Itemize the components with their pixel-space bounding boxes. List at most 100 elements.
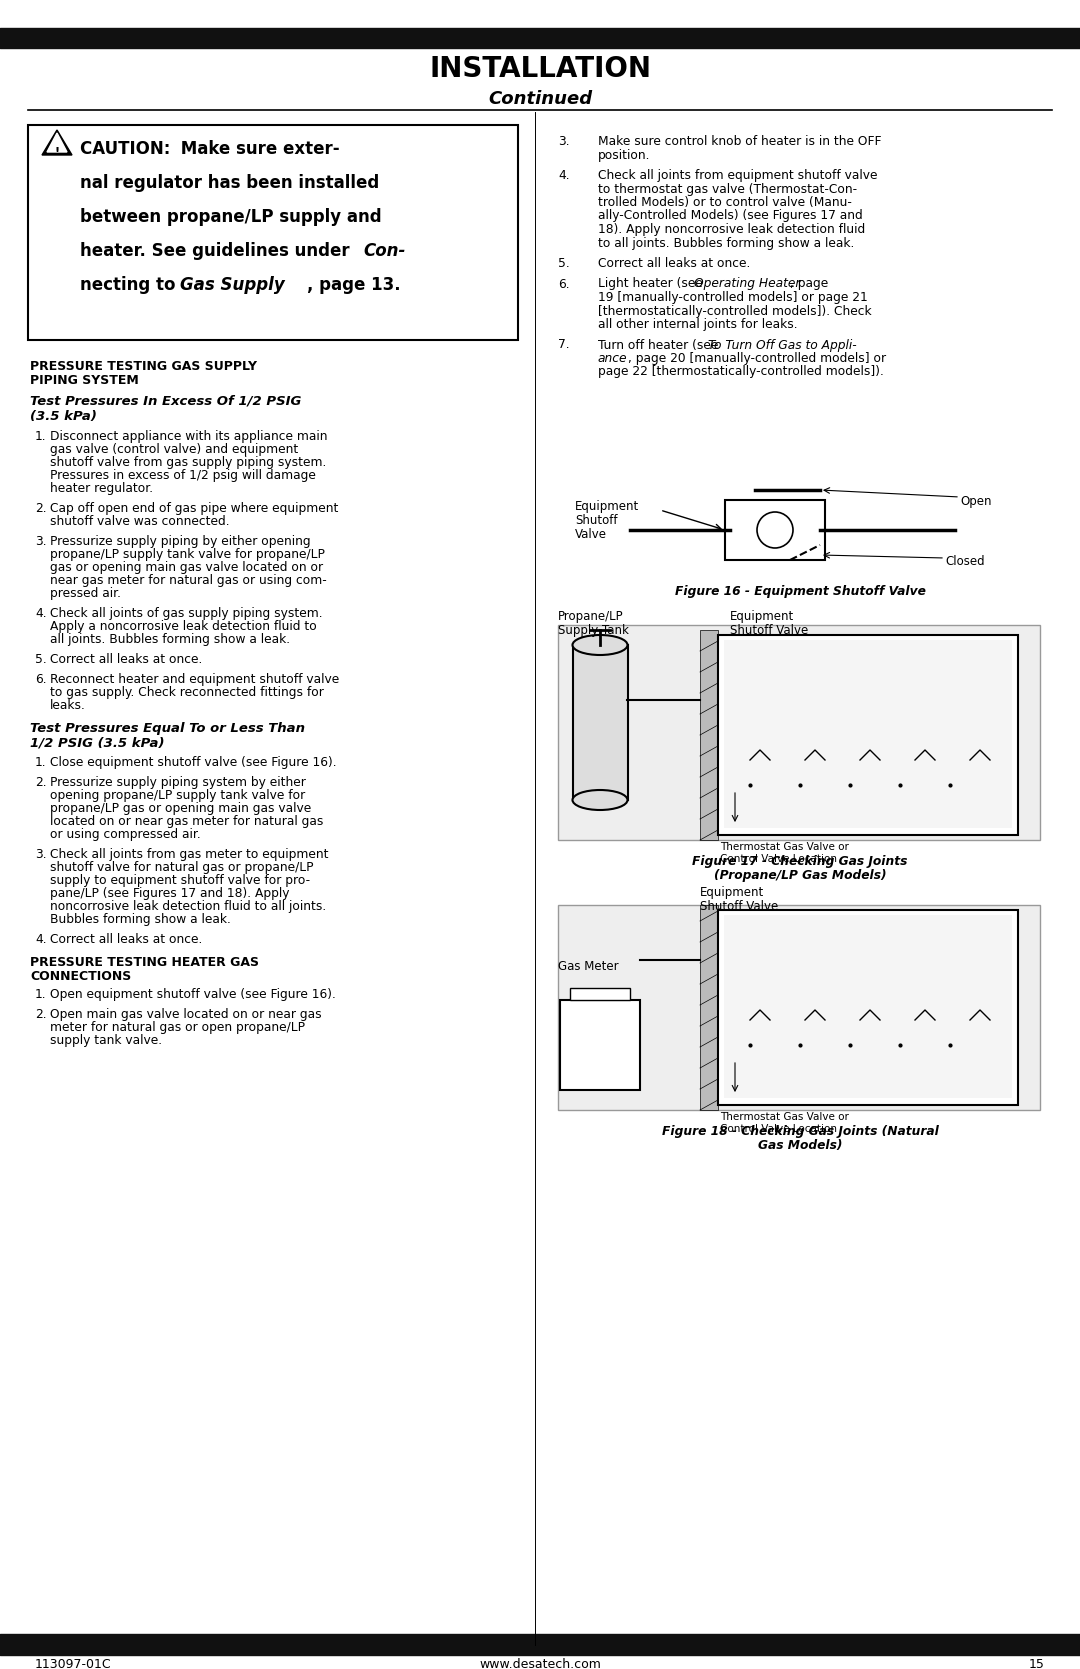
Text: Bubbles forming show a leak.: Bubbles forming show a leak.: [50, 913, 231, 926]
Text: necting to: necting to: [80, 275, 181, 294]
Text: 4.: 4.: [35, 933, 46, 946]
Text: Check all joints of gas supply piping system.: Check all joints of gas supply piping sy…: [50, 608, 323, 619]
Text: between propane/LP supply and: between propane/LP supply and: [80, 209, 381, 225]
Ellipse shape: [572, 634, 627, 654]
Text: Con-: Con-: [363, 242, 405, 260]
Text: 5.: 5.: [35, 653, 46, 666]
Text: Correct all leaks at once.: Correct all leaks at once.: [50, 933, 202, 946]
Text: located on or near gas meter for natural gas: located on or near gas meter for natural…: [50, 814, 323, 828]
Text: propane/LP gas or opening main gas valve: propane/LP gas or opening main gas valve: [50, 803, 311, 814]
Text: Thermostat Gas Valve or: Thermostat Gas Valve or: [720, 1112, 849, 1122]
Text: Gas Models): Gas Models): [758, 1138, 842, 1152]
Text: noncorrosive leak detection fluid to all joints.: noncorrosive leak detection fluid to all…: [50, 900, 326, 913]
Text: 3.: 3.: [35, 536, 46, 547]
Text: Figure 18 - Checking Gas Joints (Natural: Figure 18 - Checking Gas Joints (Natural: [662, 1125, 939, 1138]
Text: propane/LP supply tank valve for propane/LP: propane/LP supply tank valve for propane…: [50, 547, 325, 561]
Text: to gas supply. Check reconnected fittings for: to gas supply. Check reconnected fitting…: [50, 686, 324, 699]
Text: 2.: 2.: [35, 502, 46, 516]
Text: 1.: 1.: [35, 988, 46, 1001]
Text: Disconnect appliance with its appliance main: Disconnect appliance with its appliance …: [50, 431, 327, 442]
Text: ance: ance: [598, 352, 627, 366]
Text: Equipment: Equipment: [730, 609, 794, 623]
Text: ally-Controlled Models) (see Figures 17 and: ally-Controlled Models) (see Figures 17 …: [598, 210, 863, 222]
Text: shutoff valve from gas supply piping system.: shutoff valve from gas supply piping sys…: [50, 456, 326, 469]
Text: near gas meter for natural gas or using com-: near gas meter for natural gas or using …: [50, 574, 327, 587]
Text: shutoff valve was connected.: shutoff valve was connected.: [50, 516, 230, 527]
Circle shape: [757, 512, 793, 547]
Text: Make sure control knob of heater is in the OFF: Make sure control knob of heater is in t…: [598, 135, 881, 149]
Text: Supply Tank: Supply Tank: [558, 624, 629, 638]
Text: [thermostatically-controlled models]). Check: [thermostatically-controlled models]). C…: [598, 304, 872, 317]
Text: 15: 15: [1029, 1657, 1045, 1669]
Text: , page: , page: [789, 277, 828, 290]
Bar: [558, 624, 1040, 840]
Text: Cap off open end of gas pipe where equipment: Cap off open end of gas pipe where equip…: [50, 502, 338, 516]
Bar: [725, 501, 825, 561]
Text: nal regulator has been installed: nal regulator has been installed: [80, 174, 379, 192]
Text: pane/LP (see Figures 17 and 18). Apply: pane/LP (see Figures 17 and 18). Apply: [50, 886, 289, 900]
Bar: [718, 634, 1018, 834]
Text: Test Pressures In Excess Of 1/2 PSIG: Test Pressures In Excess Of 1/2 PSIG: [30, 394, 301, 407]
Text: www.desatech.com: www.desatech.com: [480, 1657, 600, 1669]
Text: 5.: 5.: [558, 257, 570, 270]
Text: Equipment: Equipment: [700, 886, 765, 900]
Text: gas valve (control valve) and equipment: gas valve (control valve) and equipment: [50, 442, 298, 456]
Text: Figure 16 - Equipment Shutoff Valve: Figure 16 - Equipment Shutoff Valve: [675, 586, 926, 598]
Text: Open: Open: [960, 496, 991, 507]
Text: 2.: 2.: [35, 1008, 46, 1021]
Text: Control Valve Location: Control Valve Location: [720, 855, 837, 865]
Text: 3.: 3.: [35, 848, 46, 861]
Text: page 22 [thermostatically-controlled models]).: page 22 [thermostatically-controlled mod…: [598, 366, 883, 379]
Bar: [700, 905, 718, 1110]
Text: shutoff valve for natural gas or propane/LP: shutoff valve for natural gas or propane…: [50, 861, 313, 875]
Text: , page 20 [manually-controlled models] or: , page 20 [manually-controlled models] o…: [627, 352, 886, 366]
Text: or using compressed air.: or using compressed air.: [50, 828, 201, 841]
Bar: [718, 910, 1018, 1105]
Text: Figure 17 - Checking Gas Joints: Figure 17 - Checking Gas Joints: [692, 855, 907, 868]
Text: 113097-01C: 113097-01C: [35, 1657, 111, 1669]
Bar: [724, 639, 1012, 828]
Text: Apply a noncorrosive leak detection fluid to: Apply a noncorrosive leak detection flui…: [50, 619, 316, 633]
Text: Make sure exter-: Make sure exter-: [175, 140, 339, 159]
Bar: [558, 905, 1040, 1110]
Text: Continued: Continued: [488, 90, 592, 108]
Bar: [724, 915, 1012, 1098]
Text: Correct all leaks at once.: Correct all leaks at once.: [50, 653, 202, 666]
Text: PIPING SYSTEM: PIPING SYSTEM: [30, 374, 138, 387]
Text: Close equipment shutoff valve (see Figure 16).: Close equipment shutoff valve (see Figur…: [50, 756, 337, 769]
Text: supply to equipment shutoff valve for pro-: supply to equipment shutoff valve for pr…: [50, 875, 310, 886]
Text: To Turn Off Gas to Appli-: To Turn Off Gas to Appli-: [708, 339, 856, 352]
Text: heater. See guidelines under: heater. See guidelines under: [80, 242, 355, 260]
Text: to all joints. Bubbles forming show a leak.: to all joints. Bubbles forming show a le…: [598, 237, 854, 249]
Text: Pressurize supply piping system by either: Pressurize supply piping system by eithe…: [50, 776, 306, 789]
Text: Gas Meter: Gas Meter: [558, 960, 619, 973]
Text: 6.: 6.: [35, 673, 46, 686]
Polygon shape: [42, 130, 72, 155]
Bar: [561, 1000, 640, 1090]
Text: 7.: 7.: [558, 339, 569, 352]
Text: Reconnect heater and equipment shutoff valve: Reconnect heater and equipment shutoff v…: [50, 673, 339, 686]
Text: all other internal joints for leaks.: all other internal joints for leaks.: [598, 319, 798, 330]
Text: CAUTION:: CAUTION:: [80, 140, 176, 159]
Text: Open main gas valve located on or near gas: Open main gas valve located on or near g…: [50, 1008, 322, 1021]
Text: 4.: 4.: [35, 608, 46, 619]
Text: Control Valve Location: Control Valve Location: [720, 1123, 837, 1133]
Text: Turn off heater (see: Turn off heater (see: [598, 339, 723, 352]
Text: Gas Supply: Gas Supply: [180, 275, 285, 294]
Text: leaks.: leaks.: [50, 699, 86, 713]
Text: !: !: [54, 147, 59, 157]
Text: (3.5 kPa): (3.5 kPa): [30, 411, 97, 422]
Text: Pressures in excess of 1/2 psig will damage: Pressures in excess of 1/2 psig will dam…: [50, 469, 315, 482]
Text: 18). Apply noncorrosive leak detection fluid: 18). Apply noncorrosive leak detection f…: [598, 224, 865, 235]
Text: meter for natural gas or open propane/LP: meter for natural gas or open propane/LP: [50, 1021, 305, 1035]
Text: Shutoff: Shutoff: [575, 514, 618, 527]
Text: 1.: 1.: [35, 756, 46, 769]
Bar: [570, 988, 630, 1000]
Text: Closed: Closed: [945, 556, 985, 567]
Text: Test Pressures Equal To or Less Than: Test Pressures Equal To or Less Than: [30, 723, 305, 734]
Text: position.: position.: [598, 149, 650, 162]
Text: CONNECTIONS: CONNECTIONS: [30, 970, 132, 983]
Text: INSTALLATION: INSTALLATION: [429, 55, 651, 83]
Text: 1.: 1.: [35, 431, 46, 442]
Text: Equipment: Equipment: [575, 501, 639, 512]
